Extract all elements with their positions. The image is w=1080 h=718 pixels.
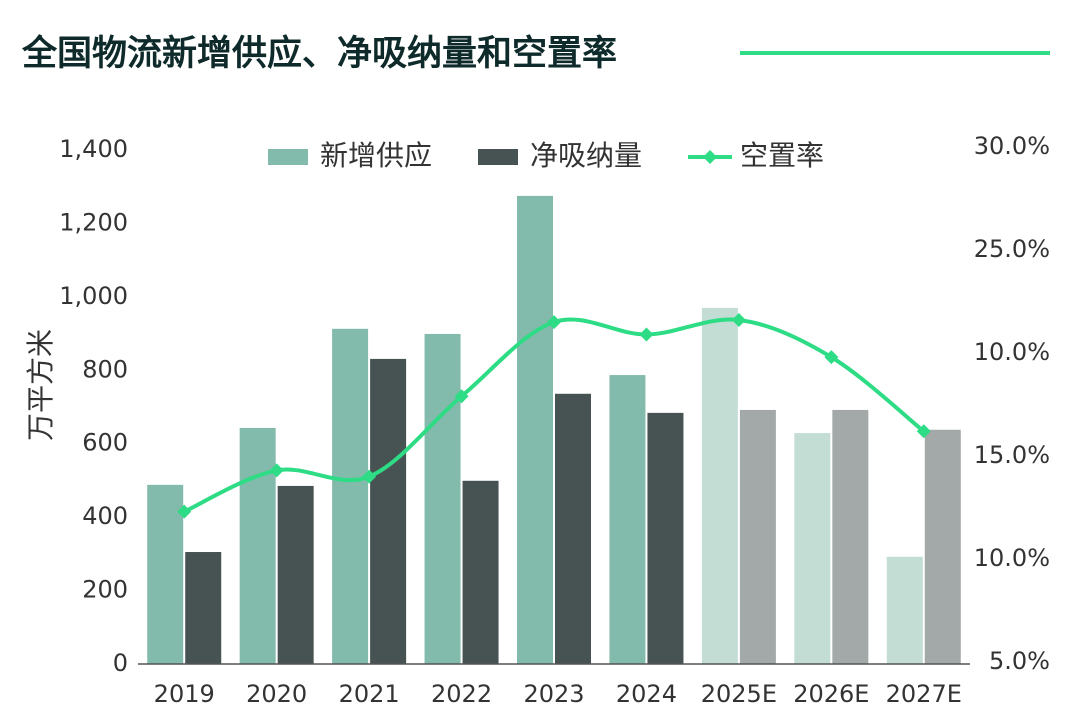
x-tick-label: 2022 xyxy=(431,680,492,708)
bar xyxy=(647,412,684,664)
bar xyxy=(517,195,553,664)
line-marker xyxy=(269,463,284,478)
bar xyxy=(277,485,314,664)
y2-tick-label: 25.0% xyxy=(974,235,1050,263)
x-tick-label: 2019 xyxy=(154,680,215,708)
y-tick-label: 800 xyxy=(82,355,128,383)
y-tick-label: 0 xyxy=(113,649,128,677)
bar xyxy=(370,358,407,664)
y-tick-label: 400 xyxy=(82,502,128,530)
legend-label: 新增供应 xyxy=(320,139,432,172)
legend-swatch xyxy=(703,150,717,164)
line-marker xyxy=(916,424,931,439)
bar xyxy=(147,484,184,664)
x-tick-label: 2020 xyxy=(246,680,307,708)
bar xyxy=(739,409,776,664)
bar xyxy=(239,427,276,664)
bar xyxy=(924,429,961,664)
x-tick-label: 2026E xyxy=(793,680,869,708)
bar xyxy=(462,480,499,664)
bar xyxy=(886,556,923,664)
legend-swatch xyxy=(268,149,308,165)
y-tick-label: 1,200 xyxy=(59,208,128,236)
y-tick-label: 1,000 xyxy=(59,282,128,310)
bar xyxy=(794,433,831,664)
chart-title: 全国物流新增供应、净吸纳量和空置率 xyxy=(21,33,617,74)
x-tick-label: 2021 xyxy=(339,680,400,708)
y2-tick-label: 15.0% xyxy=(974,441,1050,469)
legend-label: 空置率 xyxy=(740,139,824,172)
bar xyxy=(185,552,222,664)
bar xyxy=(609,375,646,664)
x-tick-label: 2024 xyxy=(616,680,677,708)
legend-swatch xyxy=(478,149,518,165)
x-tick-label: 2023 xyxy=(523,680,584,708)
line-marker xyxy=(362,469,377,484)
line-marker xyxy=(824,350,839,365)
bar xyxy=(701,307,738,664)
y-tick-label: 1,400 xyxy=(59,135,128,163)
y2-tick-label: 30.0% xyxy=(974,132,1050,160)
y-tick-label: 600 xyxy=(82,429,128,457)
y2-tick-label: 10.0% xyxy=(974,544,1050,572)
bar xyxy=(332,328,369,664)
bar xyxy=(424,333,461,664)
line-marker xyxy=(731,313,746,328)
y2-tick-label: 10.0% xyxy=(974,338,1050,366)
line-marker xyxy=(454,389,469,404)
y-axis-label: 万平方米 xyxy=(24,329,57,441)
line-marker xyxy=(547,315,561,330)
bar xyxy=(832,409,869,664)
bar xyxy=(555,393,591,664)
x-tick-label: 2025E xyxy=(701,680,777,708)
line-marker xyxy=(639,327,654,342)
y-tick-label: 200 xyxy=(82,576,128,604)
x-tick-label: 2027E xyxy=(886,680,962,708)
legend-label: 净吸纳量 xyxy=(530,139,642,172)
y2-tick-label: 5.0% xyxy=(989,647,1050,675)
line-marker xyxy=(177,504,192,519)
